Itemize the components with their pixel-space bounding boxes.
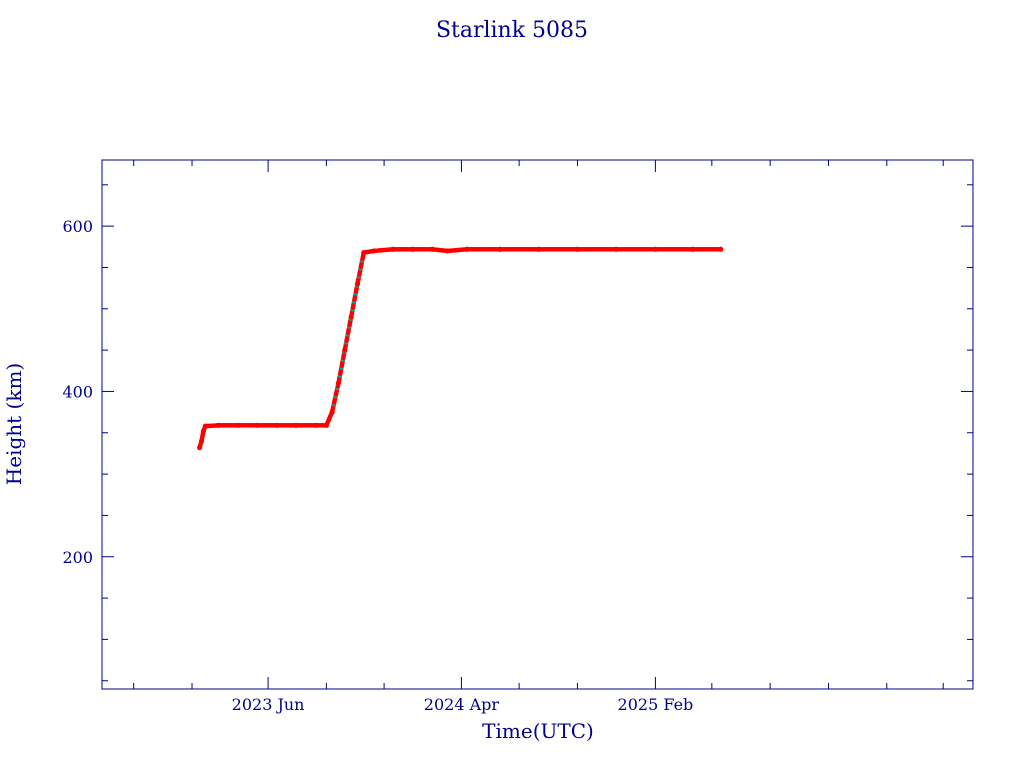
- x-tick-label: 2023 Jun: [232, 695, 305, 714]
- y-tick-label: 400: [62, 382, 93, 401]
- axis-ticks: [102, 160, 973, 689]
- y-tick-label: 200: [62, 548, 93, 567]
- x-tick-label: 2024 Apr: [424, 695, 500, 714]
- y-axis-title: Height (km): [2, 363, 26, 485]
- chart-title: Starlink 5085: [436, 18, 588, 43]
- data-points: [197, 246, 724, 451]
- x-tick-label: 2025 Feb: [618, 695, 694, 714]
- plot-frame: [101, 159, 974, 690]
- axis-tick-labels: 200 400 600 2023 Jun 2024 Apr 2025 Feb: [62, 217, 693, 714]
- data-point: [718, 246, 724, 252]
- x-axis-title: Time(UTC): [482, 719, 594, 743]
- y-tick-label: 600: [62, 217, 93, 236]
